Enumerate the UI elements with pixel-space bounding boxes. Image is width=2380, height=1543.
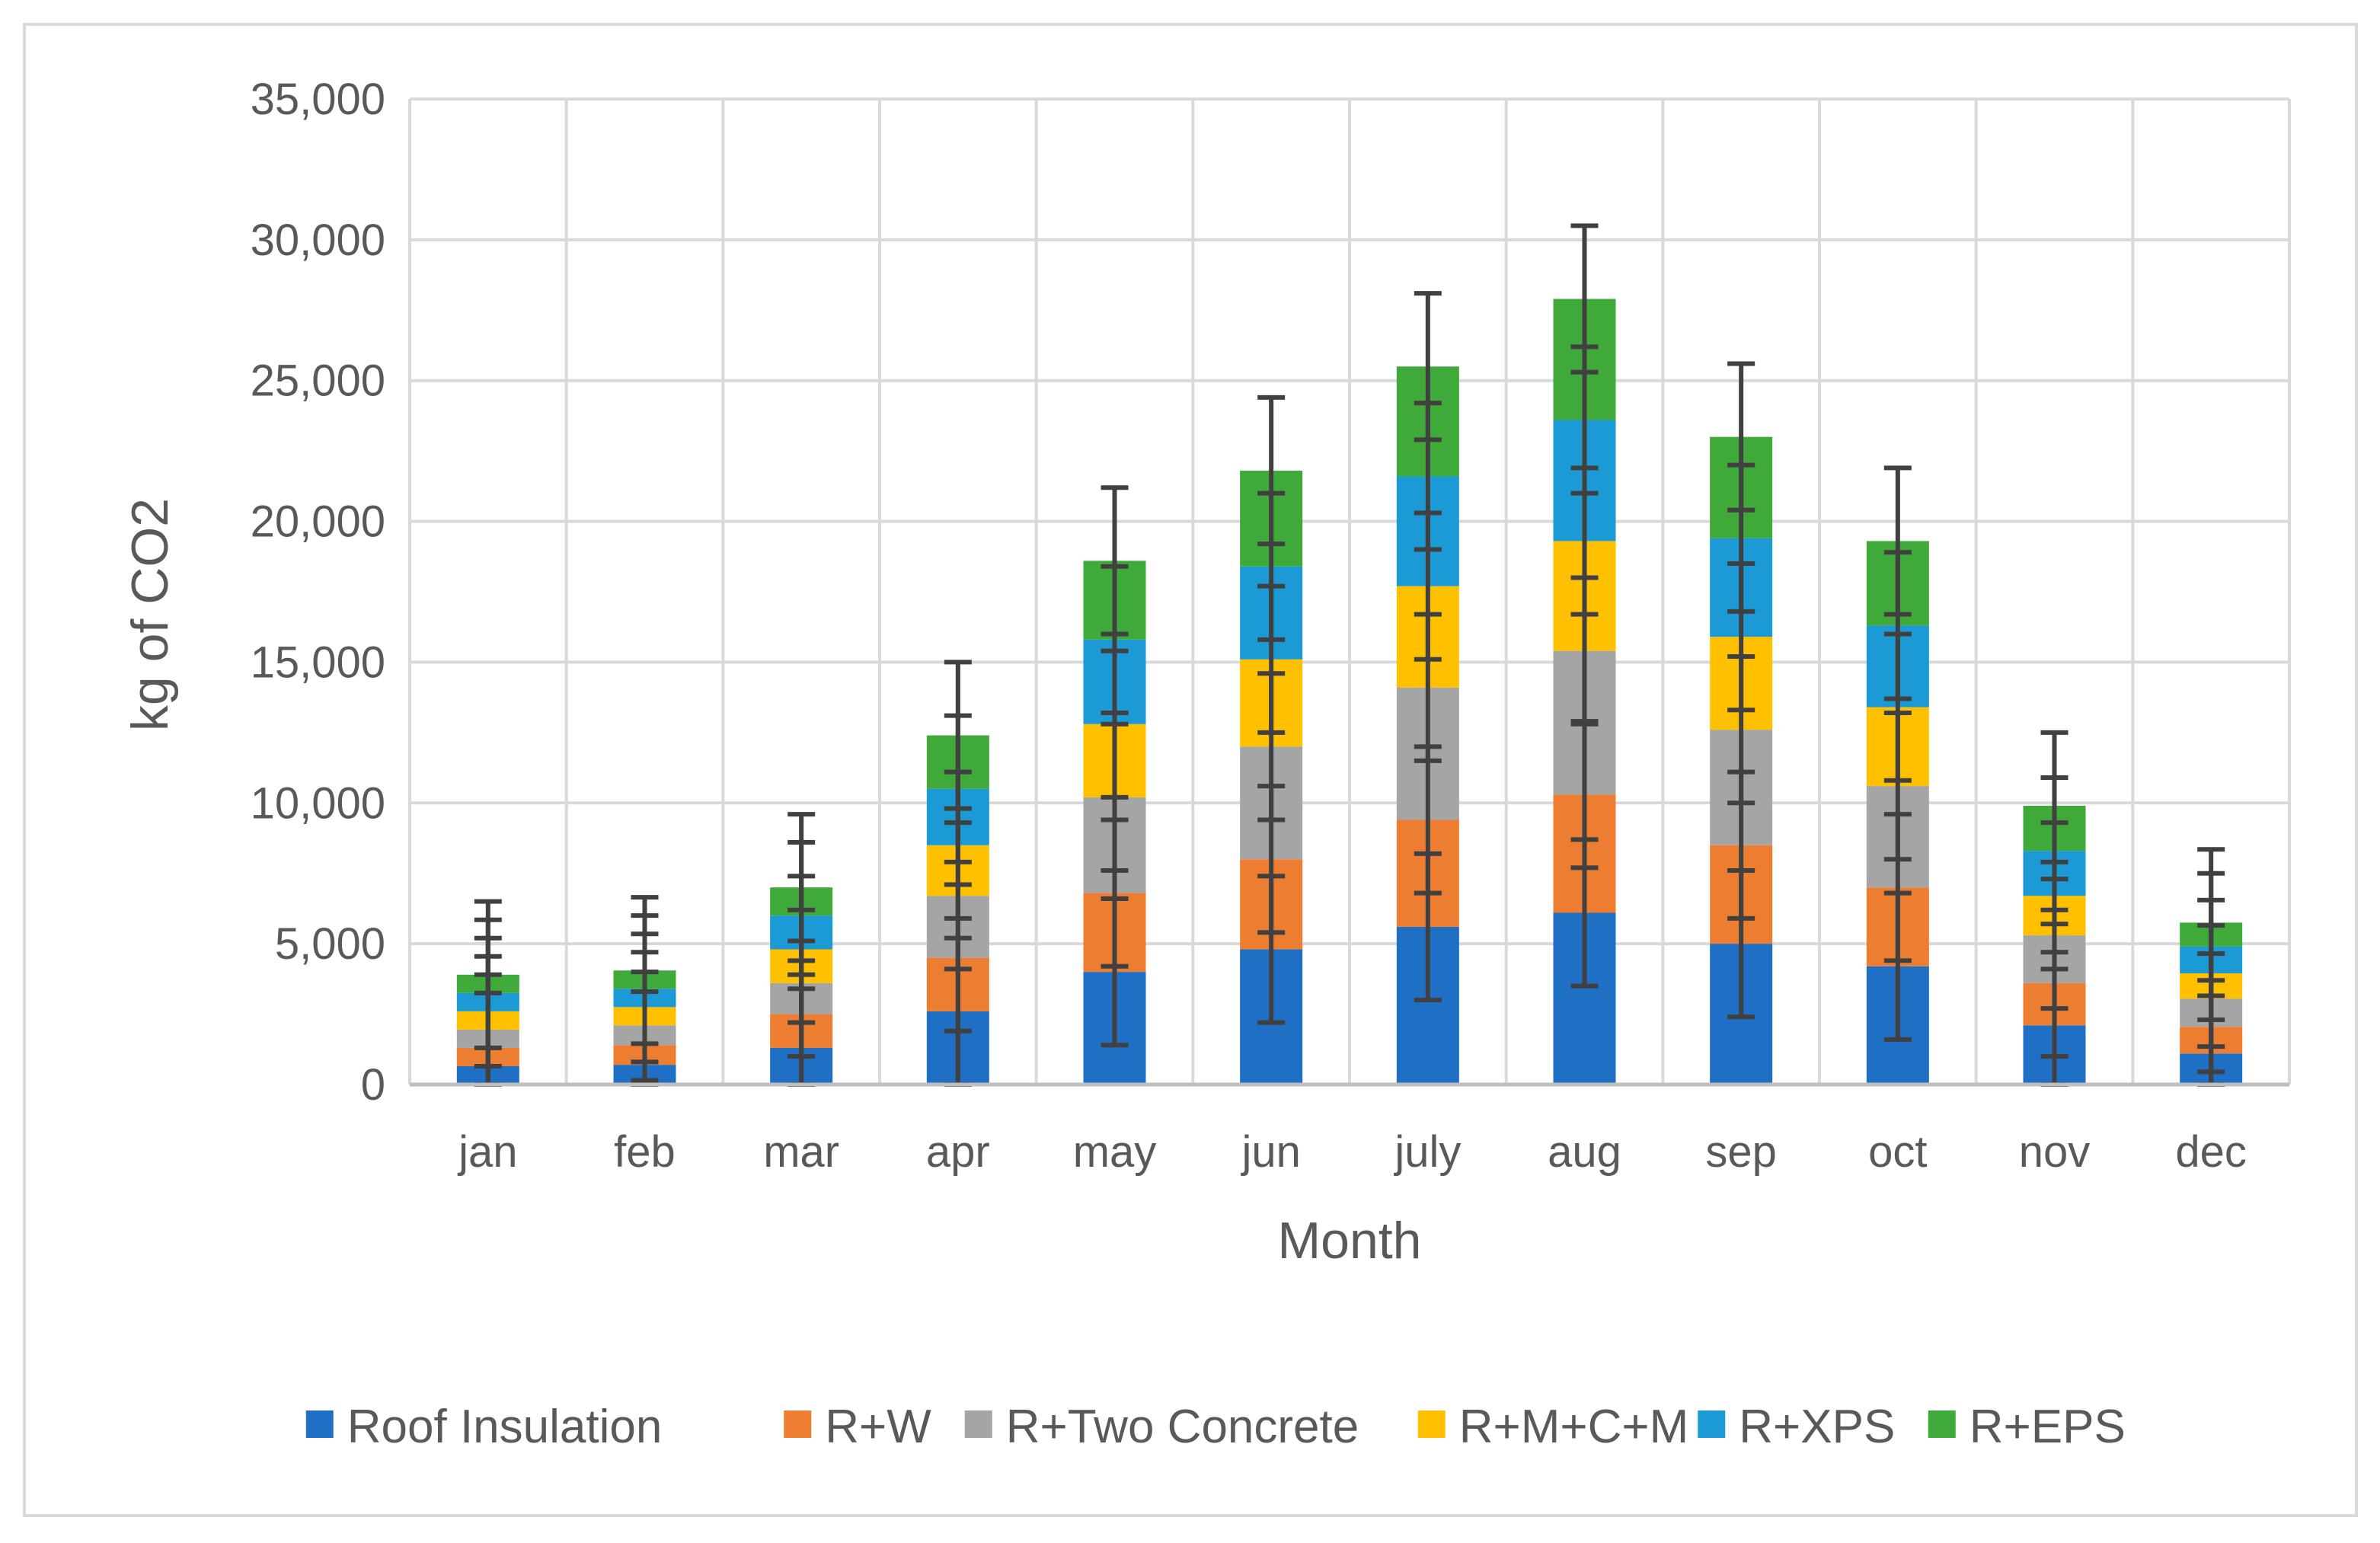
legend-item-r-two-concrete: R+Two Concrete bbox=[964, 1401, 1359, 1453]
legend-swatch bbox=[305, 1410, 334, 1438]
y-tick-label: 10,000 bbox=[251, 778, 385, 828]
error-bar-aug-5 bbox=[1570, 223, 1599, 375]
error-bar-july-5 bbox=[1414, 291, 1442, 442]
x-tick-label-feb: feb bbox=[614, 1127, 676, 1177]
x-tick-label-may: may bbox=[1073, 1127, 1157, 1177]
legend-item-r-m-c-m: R+M+C+M bbox=[1417, 1401, 1688, 1453]
legend-item-r-eps: R+EPS bbox=[1928, 1401, 2126, 1453]
legend-label: R+M+C+M bbox=[1459, 1401, 1688, 1453]
error-bar-oct-5 bbox=[1883, 465, 1912, 617]
error-bar-sep-5 bbox=[1727, 361, 1755, 513]
x-axis-title: Month bbox=[1278, 1212, 1422, 1270]
error-bar-dec-5 bbox=[2197, 847, 2225, 998]
error-bar-jan-5 bbox=[474, 899, 502, 1050]
y-tick-label: 30,000 bbox=[251, 216, 385, 265]
legend: Roof Insulation R+W R+Two Concrete R+M+C+M R… bbox=[305, 1401, 2126, 1453]
axes: 0 5,000 10,000 15,000 20,000 25,000 30,000 35,0… bbox=[121, 75, 2289, 1270]
x-tick-label-july: july bbox=[1393, 1127, 1461, 1177]
gridlines bbox=[408, 97, 2291, 1085]
y-tick-label: 35,000 bbox=[251, 75, 385, 124]
x-tick-label-nov: nov bbox=[2019, 1127, 2091, 1177]
y-axis-title: kg of CO2 bbox=[121, 498, 179, 731]
x-tick-label-jun: jun bbox=[1240, 1127, 1300, 1177]
legend-label: R+W bbox=[825, 1401, 931, 1453]
chart-frame: 0 5,000 10,000 15,000 20,000 25,000 30,000 35,0… bbox=[23, 23, 2358, 1517]
legend-label: Roof Insulation bbox=[347, 1401, 663, 1453]
x-tick-label-mar: mar bbox=[763, 1127, 839, 1177]
error-bar-nov-5 bbox=[2040, 730, 2069, 882]
legend-swatch bbox=[1928, 1410, 1956, 1438]
chart-svg: 0 5,000 10,000 15,000 20,000 25,000 30,000 35,0… bbox=[121, 75, 2291, 1453]
legend-swatch bbox=[964, 1410, 992, 1438]
x-tick-label-dec: dec bbox=[2175, 1127, 2247, 1177]
y-tick-label: 0 bbox=[361, 1060, 385, 1110]
x-tick-label-jan: jan bbox=[457, 1127, 517, 1177]
legend-swatch bbox=[1417, 1410, 1446, 1438]
legend-swatch bbox=[784, 1410, 812, 1438]
error-bars bbox=[474, 223, 2225, 1087]
x-tick-label-aug: aug bbox=[1548, 1127, 1621, 1177]
legend-label: R+EPS bbox=[1969, 1401, 2126, 1453]
y-tick-label: 25,000 bbox=[251, 356, 385, 406]
legend-label: R+XPS bbox=[1739, 1401, 1895, 1453]
y-tick-label: 20,000 bbox=[251, 497, 385, 547]
legend-item-r-w: R+W bbox=[784, 1401, 931, 1453]
error-bar-jun-5 bbox=[1257, 395, 1286, 547]
legend-swatch bbox=[1698, 1410, 1726, 1438]
x-tick-label-oct: oct bbox=[1868, 1127, 1927, 1177]
error-bar-mar-5 bbox=[787, 812, 816, 963]
legend-item-r-xps: R+XPS bbox=[1698, 1401, 1895, 1453]
y-tick-label: 15,000 bbox=[251, 637, 385, 687]
x-tick-label-sep: sep bbox=[1705, 1127, 1777, 1177]
error-bar-feb-5 bbox=[631, 895, 659, 1046]
legend-label: R+Two Concrete bbox=[1006, 1401, 1359, 1453]
y-tick-label: 5,000 bbox=[275, 919, 385, 969]
error-bar-apr-5 bbox=[944, 660, 972, 811]
legend-item-roof-insulation: Roof Insulation bbox=[305, 1401, 663, 1453]
error-bar-may-5 bbox=[1101, 485, 1129, 637]
x-tick-label-apr: apr bbox=[926, 1127, 990, 1177]
